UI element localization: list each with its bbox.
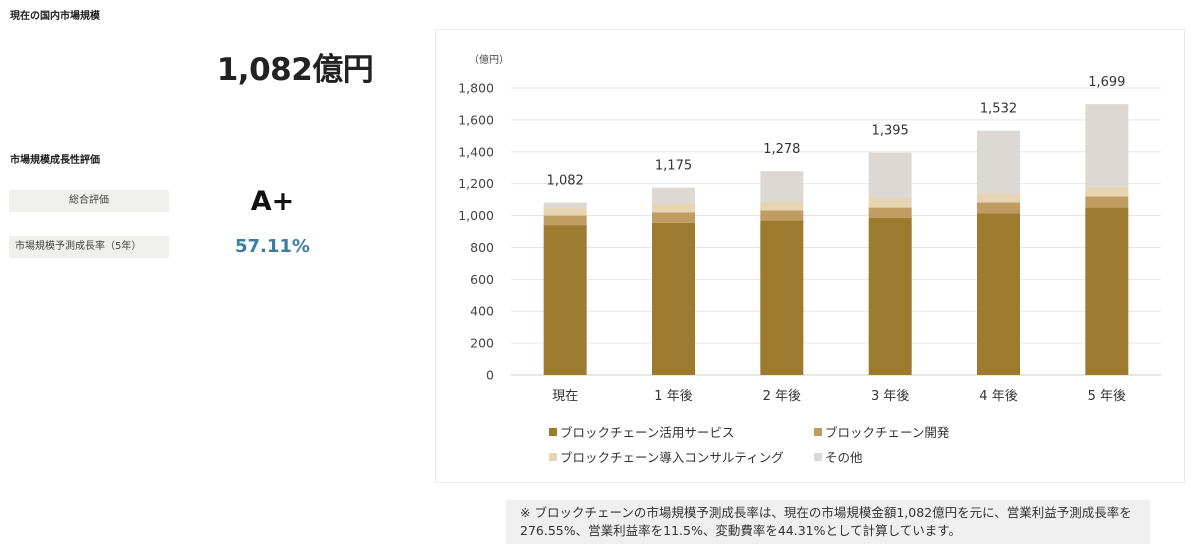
- bar-segment: [543, 207, 587, 216]
- bar-segment: [977, 202, 1020, 214]
- bar-segment: [868, 198, 912, 208]
- chart-svg: （億円） 0 200 400 600 800 1,000 1,200 1,400 1,600 1,8…: [458, 53, 1161, 465]
- y-tick-label: 200: [470, 336, 494, 351]
- bar-segment: [977, 193, 1020, 203]
- y-tick-label: 800: [470, 240, 494, 255]
- legend-swatch: [549, 453, 557, 461]
- y-tick-label: 0: [486, 368, 494, 383]
- footnote: ※ ブロックチェーンの市場規模予測成長率は、現在の市場規模金額1,082億円を元…: [506, 500, 1150, 544]
- market-forecast-chart: （億円） 0 200 400 600 800 1,000 1,200 1,400 1,600 1,8…: [435, 29, 1185, 483]
- legend-swatch: [814, 453, 822, 461]
- x-tick-label: 現在: [552, 389, 578, 404]
- y-tick-label: 1,400: [458, 144, 494, 159]
- bar-segment: [652, 212, 695, 223]
- legend-swatch: [549, 428, 557, 436]
- legend-label: ブロックチェーン導入コンサルティング: [560, 450, 784, 465]
- y-tick-label: 1,000: [458, 208, 494, 223]
- y-tick-label: 1,800: [458, 81, 494, 96]
- bar-segment: [868, 152, 912, 199]
- growth-evaluation-title: 市場規模成長性評価: [10, 155, 100, 166]
- overall-grade: A+: [250, 186, 295, 217]
- bar-segment: [1085, 207, 1129, 375]
- bar-segment: [543, 202, 587, 208]
- market-size-title: 現在の国内市場規模: [10, 11, 100, 22]
- total-label: 1,395: [872, 124, 909, 139]
- growth-rate-label: 市場規模予測成長率（5年）: [9, 236, 169, 258]
- overall-rating-label: 総合評価: [9, 190, 169, 212]
- bar-segment: [652, 187, 695, 204]
- x-tick-label: 4 年後: [979, 389, 1017, 404]
- total-label: 1,082: [547, 173, 584, 188]
- bar-segment: [868, 207, 912, 218]
- total-label: 1,699: [1088, 75, 1125, 90]
- legend-label: ブロックチェーン開発: [825, 425, 950, 440]
- x-tick-label: 3 年後: [871, 389, 909, 404]
- bar-segment: [760, 171, 804, 202]
- bar-segment: [1085, 186, 1129, 197]
- bar-segment: [760, 220, 804, 375]
- growth-rate-value: 57.11%: [235, 236, 310, 257]
- total-label: 1,278: [763, 142, 800, 157]
- bar-segment: [543, 215, 587, 226]
- bar-segment: [760, 210, 804, 221]
- bar-segment: [1085, 196, 1129, 208]
- y-tick-label: 600: [470, 272, 494, 287]
- bar-segment: [760, 201, 804, 211]
- y-unit-label: （億円）: [469, 53, 509, 66]
- y-tick-label: 1,600: [458, 112, 494, 127]
- y-tick-label: 400: [470, 304, 494, 319]
- market-size-value: 1,082億円: [216, 52, 374, 88]
- bar-segment: [543, 225, 587, 375]
- bar-segment: [652, 203, 695, 213]
- bar-segment: [652, 222, 695, 375]
- y-tick-label: 1,200: [458, 176, 494, 191]
- x-tick-label: 5 年後: [1088, 389, 1126, 404]
- total-label: 1,175: [655, 159, 692, 174]
- total-label: 1,532: [980, 102, 1017, 117]
- legend-label: ブロックチェーン活用サービス: [560, 425, 734, 440]
- bar-segment: [977, 130, 1020, 194]
- bar-segment: [868, 217, 912, 375]
- x-tick-label: 1 年後: [654, 389, 692, 404]
- legend-swatch: [814, 428, 822, 436]
- bar-segment: [1085, 104, 1129, 187]
- legend-label: その他: [825, 450, 863, 465]
- bar-segment: [977, 213, 1020, 375]
- x-tick-label: 2 年後: [763, 389, 801, 404]
